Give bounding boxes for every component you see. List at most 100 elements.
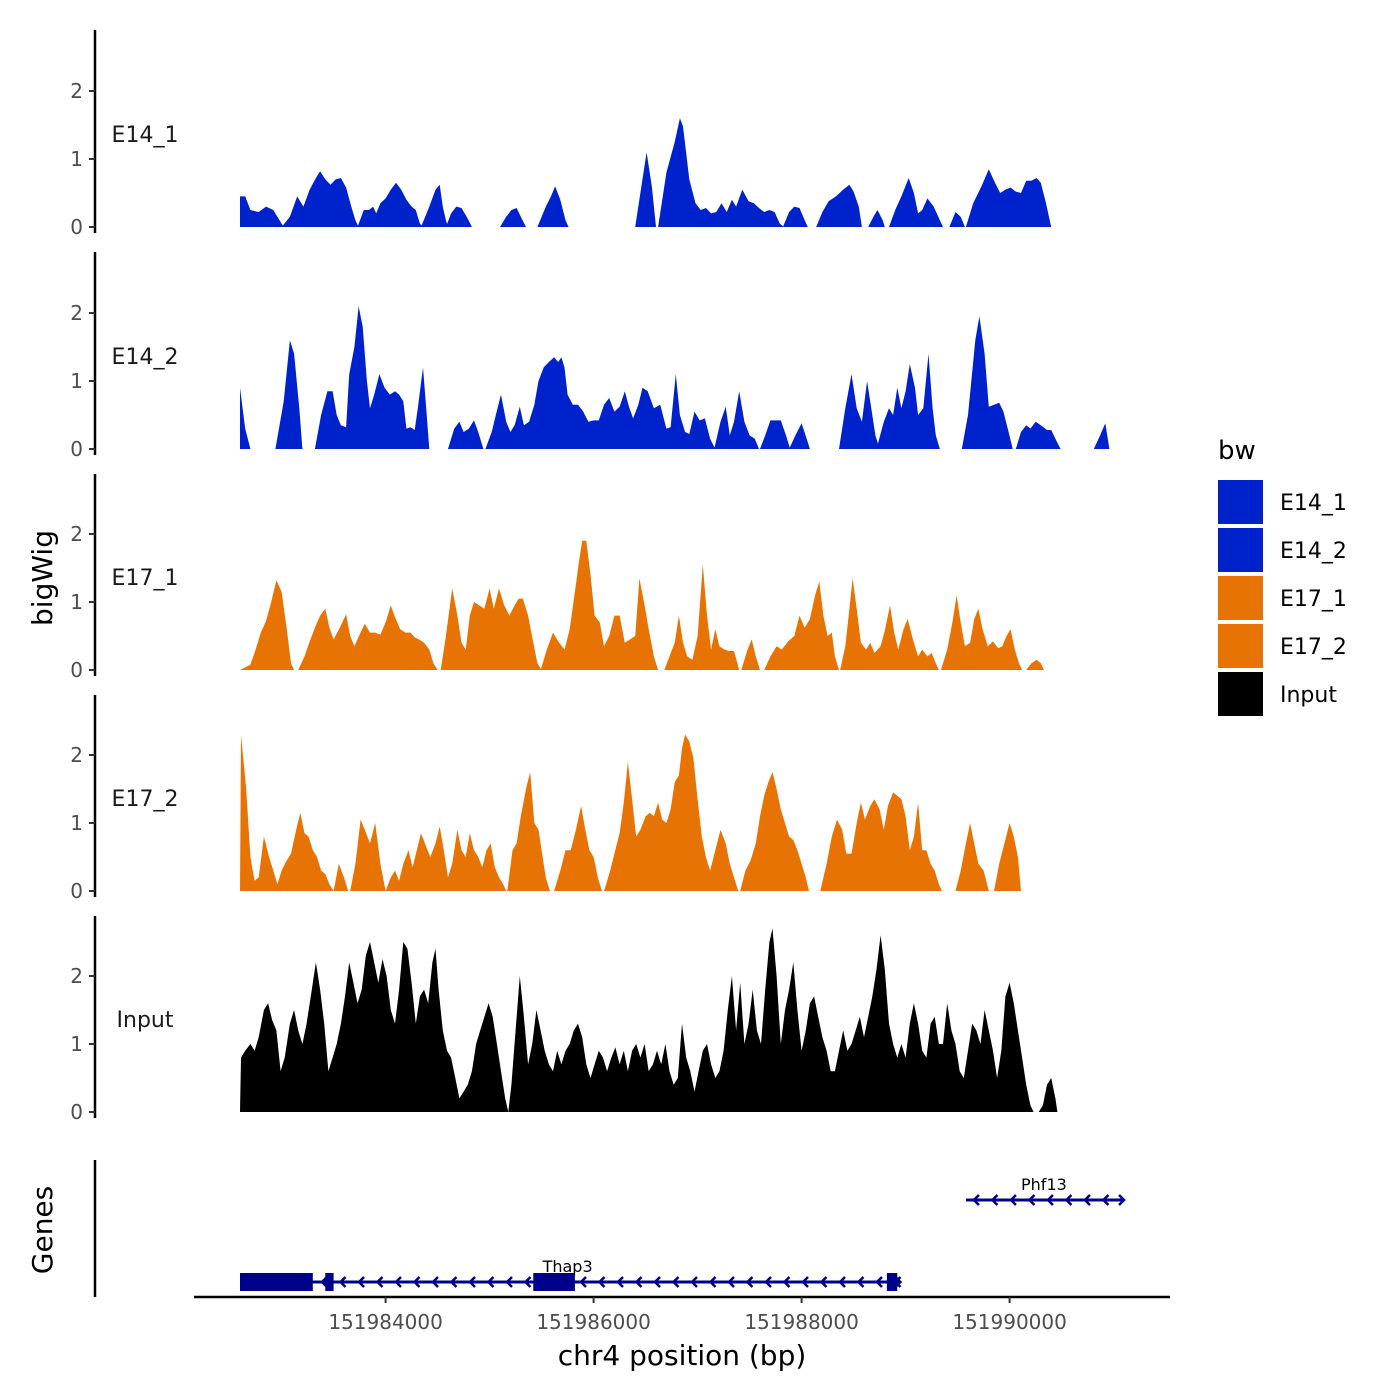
strand-arrow [727, 1276, 735, 1288]
signal-area [782, 206, 808, 227]
strand-arrow [875, 1276, 883, 1288]
y-tick-label: 0 [70, 437, 83, 461]
track-e17-2: 0 1 2 E17_2 [70, 695, 1021, 903]
gene-phf13: Phf13 [965, 1175, 1126, 1206]
strand-arrow [1027, 1194, 1036, 1206]
legend-key [1218, 480, 1263, 524]
strand-arrow [375, 1276, 384, 1288]
strand-arrow [579, 1276, 587, 1288]
signal-area [350, 819, 386, 891]
x-tick-label: 151986000 [536, 1310, 651, 1334]
signal-area [507, 772, 550, 891]
signal-area [314, 306, 430, 449]
track-label: E17_1 [112, 566, 179, 591]
signal-area [385, 826, 507, 891]
strand-arrow [653, 1276, 661, 1288]
x-axis: 151984000 151986000 151988000 151990000 [194, 1295, 1170, 1334]
track-input: 0 1 2 Input [70, 916, 1058, 1124]
y-tick-label: 2 [70, 743, 83, 767]
y-tick-label: 2 [70, 79, 83, 103]
legend-label: Input [1280, 683, 1337, 708]
signal-area [440, 588, 542, 670]
exon [325, 1273, 334, 1291]
strand-arrow [671, 1276, 680, 1288]
gene-label: Phf13 [1021, 1175, 1067, 1194]
legend: bw E14_1 E14_2 E17_1 E17_2 Input [1218, 436, 1347, 716]
strand-arrow [856, 1276, 865, 1288]
y-tick-label: 1 [70, 147, 83, 171]
signal-area [421, 184, 448, 227]
signal-area [994, 823, 1021, 891]
strand-arrow [486, 1276, 495, 1288]
strand-arrow [505, 1276, 513, 1288]
signal-area [240, 387, 251, 449]
strand-arrow [394, 1276, 402, 1288]
y-tick-label: 2 [70, 301, 83, 325]
signal-area [240, 580, 295, 670]
exon [533, 1273, 575, 1291]
strand-arrow [1118, 1194, 1126, 1206]
genes-axis-title: Genes [26, 1186, 59, 1274]
signal-area [635, 152, 656, 227]
signal-area [760, 420, 791, 449]
strand-arrow [819, 1276, 828, 1288]
track-label: E14_2 [112, 345, 179, 370]
strand-arrow [523, 1276, 532, 1288]
strand-arrow [801, 1276, 809, 1288]
strand-arrow [1083, 1194, 1091, 1206]
gene-label: Thap3 [542, 1257, 593, 1276]
y-tick-label: 0 [70, 658, 83, 682]
legend-key [1218, 576, 1263, 620]
signal-area [876, 353, 940, 449]
x-tick-label: 151988000 [744, 1310, 859, 1334]
strand-arrow [782, 1276, 791, 1288]
y-tick-label: 0 [70, 1100, 83, 1124]
legend-title: bw [1218, 436, 1256, 466]
y-axis-title: bigWig [26, 530, 59, 626]
signal-area [658, 118, 784, 227]
strand-arrow [634, 1276, 643, 1288]
signal-area [1026, 659, 1044, 670]
y-tick-label: 0 [70, 879, 83, 903]
signal-area [540, 540, 659, 670]
signal-area [281, 171, 359, 227]
signal-area [741, 639, 760, 670]
strand-arrow [412, 1276, 421, 1288]
strand-arrow [1046, 1194, 1054, 1206]
signal-area [740, 772, 809, 891]
signal-area [333, 863, 349, 891]
signal-area [889, 178, 943, 227]
signal-area [840, 578, 939, 670]
x-axis-title: chr4 position (bp) [558, 1339, 807, 1372]
y-tick-label: 1 [70, 1032, 83, 1056]
strand-arrow [690, 1276, 698, 1288]
signal-area [949, 212, 965, 227]
signal-area [554, 806, 602, 891]
signal-area [298, 605, 438, 670]
signal-area [240, 196, 284, 227]
tracks-layer: 0 1 2 E14_1 0 1 2 E14_2 0 1 2 E17_1 0 1 2 E17_2 0 1 2 Input [70, 30, 1110, 1124]
signal-area [965, 169, 1052, 227]
signal-area [240, 734, 334, 891]
signal-area [816, 184, 862, 227]
y-tick-label: 1 [70, 369, 83, 393]
strand-arrow [990, 1194, 999, 1206]
strand-arrow [708, 1276, 717, 1288]
signal-area [941, 595, 1023, 670]
strand-arrow [597, 1276, 606, 1288]
strand-arrow [338, 1276, 347, 1288]
legend-key [1218, 672, 1263, 716]
signal-area [764, 581, 839, 670]
legend-label: E17_1 [1280, 587, 1347, 612]
strand-arrow [764, 1276, 772, 1288]
signal-area [820, 792, 942, 891]
signal-area [275, 340, 303, 449]
legend-label: E14_1 [1280, 491, 1347, 516]
signal-area [955, 823, 989, 891]
strand-arrow [1009, 1194, 1017, 1206]
signal-area [240, 928, 1034, 1112]
track-e14-1: 0 1 2 E14_1 [70, 30, 1052, 239]
strand-arrow [745, 1276, 754, 1288]
strand-arrow [468, 1276, 476, 1288]
